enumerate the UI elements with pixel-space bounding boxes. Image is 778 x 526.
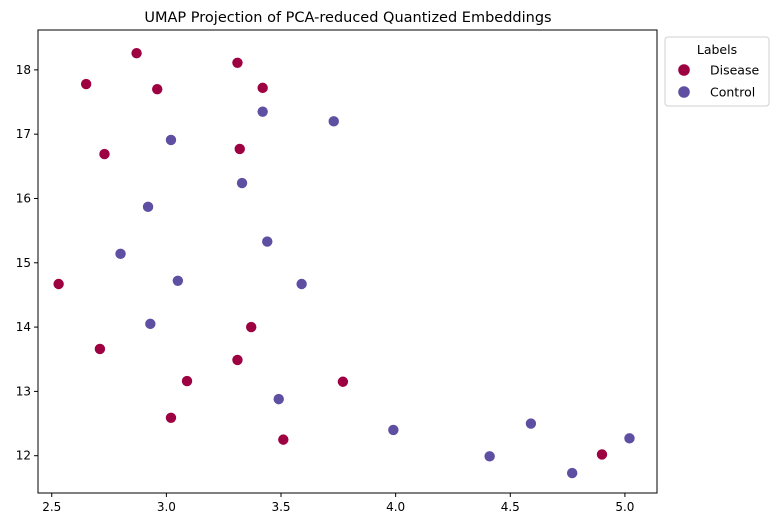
data-point-disease <box>257 82 268 94</box>
data-point-control <box>236 177 248 189</box>
x-tick-label: 5.0 <box>615 500 634 514</box>
legend-item-control[interactable]: Control <box>678 85 755 100</box>
scatter-points <box>53 47 635 479</box>
data-point-control <box>296 278 307 290</box>
data-point-control <box>624 433 635 444</box>
data-point-control <box>257 106 268 117</box>
y-tick-label: 13 <box>16 384 31 398</box>
data-point-control <box>525 418 537 429</box>
plot-area-frame <box>37 29 658 494</box>
x-tick-label: 2.5 <box>42 500 61 514</box>
data-point-disease <box>152 83 163 95</box>
data-point-disease <box>131 47 142 59</box>
data-point-disease <box>94 343 106 355</box>
y-tick-label: 14 <box>16 320 31 334</box>
data-point-control <box>142 201 154 213</box>
data-point-control <box>328 116 339 127</box>
data-point-control <box>273 393 284 405</box>
data-point-control <box>484 451 495 462</box>
x-axis: 2.5 3.0 3.5 4.0 4.5 5.0 <box>42 493 634 514</box>
legend-marker <box>678 64 690 76</box>
legend-item-disease[interactable]: Disease <box>678 63 759 78</box>
data-point-disease <box>181 375 193 387</box>
legend-marker <box>678 86 690 98</box>
series-control <box>115 106 635 479</box>
data-point-disease <box>232 57 243 68</box>
data-point-disease <box>80 78 92 90</box>
data-point-control <box>145 318 156 330</box>
data-point-disease <box>246 321 257 333</box>
x-tick-label: 3.0 <box>157 500 176 514</box>
data-point-control <box>115 248 126 259</box>
data-point-disease <box>278 434 289 445</box>
data-point-disease <box>53 278 64 290</box>
data-point-control <box>172 275 184 286</box>
legend-title: Labels <box>697 42 737 57</box>
y-axis: 12 13 14 15 16 17 18 <box>16 63 38 463</box>
data-point-disease <box>596 449 608 460</box>
data-point-control <box>566 467 578 479</box>
y-tick-label: 15 <box>16 256 31 270</box>
y-tick-label: 18 <box>16 63 31 77</box>
legend-label: Disease <box>710 63 759 78</box>
data-point-control <box>165 134 177 146</box>
data-point-disease <box>232 354 243 366</box>
data-point-control <box>388 424 399 436</box>
data-point-control <box>262 236 273 247</box>
data-point-disease <box>165 412 177 423</box>
data-point-disease <box>337 376 349 387</box>
series-disease <box>53 47 608 460</box>
data-point-disease <box>99 148 110 160</box>
x-tick-label: 3.5 <box>271 500 290 514</box>
legend[interactable]: Labels Disease Control <box>664 36 770 107</box>
y-tick-label: 12 <box>16 449 31 463</box>
legend-box <box>664 36 770 107</box>
legend-entries: Disease Control <box>678 63 759 100</box>
data-point-disease <box>234 143 245 155</box>
legend-label: Control <box>710 85 755 100</box>
chart-title: UMAP Projection of PCA-reduced Quantized… <box>144 10 551 26</box>
x-tick-label: 4.0 <box>386 500 405 514</box>
x-tick-label: 4.5 <box>501 500 520 514</box>
y-tick-label: 16 <box>16 191 31 205</box>
y-tick-label: 17 <box>16 127 31 141</box>
